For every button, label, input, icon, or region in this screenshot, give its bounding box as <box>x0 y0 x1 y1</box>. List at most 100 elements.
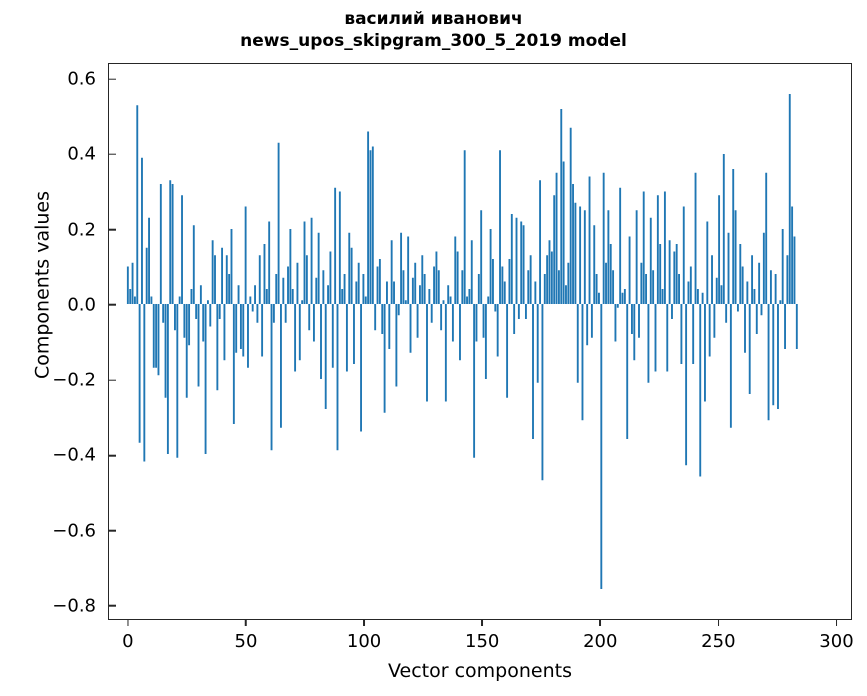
bar <box>310 217 313 304</box>
bar <box>652 270 655 304</box>
bar <box>682 206 685 304</box>
bar <box>694 172 697 304</box>
bar <box>539 180 542 305</box>
bar <box>454 236 457 304</box>
bar <box>305 255 308 305</box>
bar <box>291 288 294 304</box>
bar <box>487 296 490 305</box>
bar <box>630 303 633 334</box>
y-tick-mark <box>109 78 116 80</box>
bar <box>433 266 436 305</box>
bar <box>237 285 240 305</box>
bar <box>164 303 167 398</box>
x-tick: 50 <box>235 619 257 652</box>
bar <box>148 217 150 304</box>
bar <box>242 303 245 357</box>
bar <box>407 236 410 304</box>
bar <box>138 303 141 443</box>
bar <box>190 288 193 304</box>
bar <box>788 94 791 305</box>
bar <box>536 303 539 383</box>
bar <box>388 303 391 349</box>
x-tick-label: 150 <box>464 631 500 652</box>
bar <box>753 288 756 304</box>
bar <box>270 303 273 451</box>
x-tick: 300 <box>819 619 854 652</box>
bar <box>492 258 494 304</box>
bar <box>360 303 362 432</box>
bar <box>522 225 525 304</box>
bar <box>411 277 414 304</box>
bar <box>496 303 499 357</box>
bar <box>322 270 325 304</box>
x-tick-label: 300 <box>819 631 854 652</box>
bar <box>374 303 377 331</box>
bar <box>199 285 202 305</box>
bar <box>661 288 664 304</box>
x-tick-label: 100 <box>346 631 382 652</box>
bar <box>383 303 386 413</box>
bar <box>557 270 560 304</box>
bar <box>303 221 306 305</box>
bar <box>298 303 301 361</box>
bar <box>381 303 384 334</box>
bar <box>774 274 777 305</box>
bar <box>494 303 497 312</box>
bar <box>541 303 544 481</box>
bar <box>602 172 605 304</box>
bar <box>534 281 537 304</box>
bar <box>440 303 443 331</box>
bar <box>527 270 530 304</box>
bar <box>583 210 586 305</box>
bar <box>287 266 289 305</box>
bar <box>152 303 155 368</box>
bar <box>616 303 619 308</box>
bar <box>131 262 134 305</box>
bar <box>133 296 136 305</box>
bar <box>607 210 610 305</box>
bar <box>338 191 341 305</box>
y-tick-label: 0.0 <box>67 294 96 316</box>
bar <box>560 108 563 304</box>
y-tick: −0.4 <box>52 444 116 466</box>
bar <box>268 221 271 305</box>
y-tick-label: −0.8 <box>52 595 96 617</box>
bar <box>216 303 219 391</box>
bar <box>718 195 721 304</box>
bar <box>423 274 426 305</box>
bar <box>708 303 711 357</box>
bar <box>529 255 532 305</box>
bar <box>685 303 688 466</box>
y-tick-mark <box>109 454 116 457</box>
bar <box>451 303 454 342</box>
bar <box>795 303 798 349</box>
bar <box>301 300 304 304</box>
bar <box>678 274 680 305</box>
bar <box>162 303 165 323</box>
x-tick-label: 200 <box>583 631 618 652</box>
bar <box>663 191 666 305</box>
y-tick-mark <box>109 153 116 156</box>
bar <box>244 206 247 304</box>
bar <box>673 251 676 305</box>
bar <box>777 303 779 409</box>
bar <box>711 255 713 305</box>
bar <box>334 187 337 305</box>
bar <box>793 236 796 304</box>
y-tick-mark <box>109 379 116 381</box>
bar <box>734 210 737 305</box>
bar <box>169 180 172 305</box>
y-tick-mark <box>109 605 116 607</box>
y-tick-label: −0.4 <box>52 444 96 466</box>
bar <box>588 176 591 305</box>
bar <box>284 303 287 323</box>
bar <box>459 303 461 361</box>
bar <box>247 303 249 368</box>
bar <box>482 303 485 338</box>
bar <box>350 247 353 304</box>
y-tick: −0.6 <box>52 520 116 541</box>
bar <box>736 303 739 312</box>
bar <box>256 303 259 323</box>
bar <box>503 281 506 304</box>
bar <box>501 266 504 305</box>
